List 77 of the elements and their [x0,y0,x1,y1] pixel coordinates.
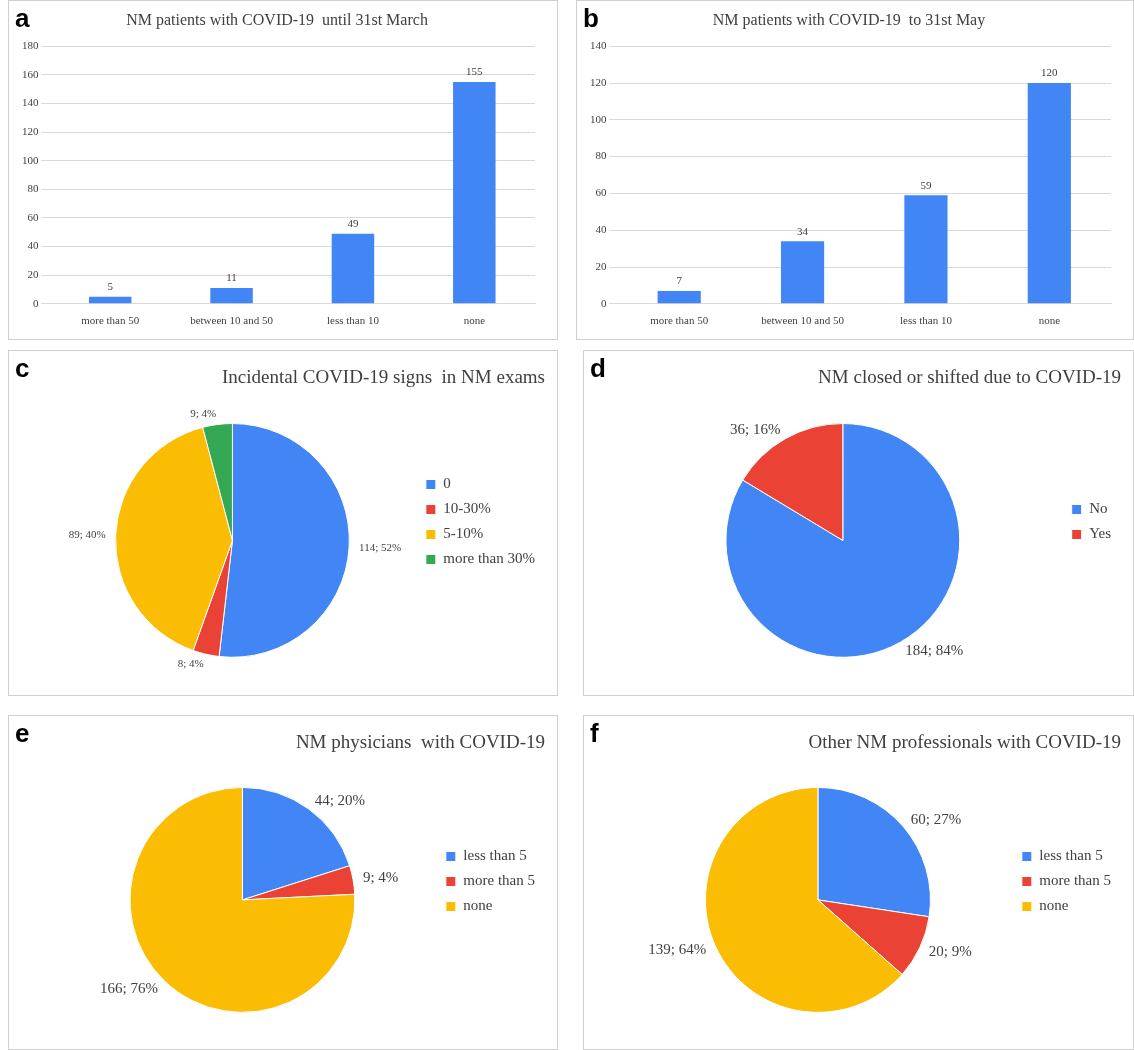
data-label: 9; 4% [362,868,399,885]
y-tick-label: 40 [595,223,607,236]
data-label: 120 [1041,66,1059,79]
x-tick-label: less than 10 [899,314,953,327]
bar [210,288,253,304]
data-label: 184; 84% [905,641,964,658]
data-label: 60; 27% [910,810,962,827]
data-label: 7 [676,274,683,287]
chart-title: NM patients with COVID-19 until 31st March [126,10,428,29]
data-label: 89; 40% [68,527,106,540]
y-tick-label: 160 [22,67,39,80]
x-tick-label: less than 10 [326,314,380,327]
y-tick-label: 100 [590,112,607,125]
data-label: 9; 4% [190,407,217,420]
data-label: 49 [347,217,359,230]
legend-label: none [463,897,493,914]
data-label: 11 [226,271,237,284]
legend-label: more than 5 [1039,872,1112,889]
y-tick-label: 60 [595,186,607,199]
chart-title: NM patients with COVID-19 to 31st May [712,10,986,29]
legend-label: more than 30% [443,550,535,567]
y-tick-label: 180 [22,39,39,52]
y-tick-label: 120 [22,124,39,137]
bar [453,81,496,304]
x-tick-label: none [463,314,486,327]
y-tick-label: 140 [22,96,39,109]
data-label: 166; 76% [100,979,159,996]
bar [904,195,948,304]
data-label: 44; 20% [314,791,366,808]
chart-title: NM physicians with COVID-19 [295,731,545,753]
bar [657,290,701,304]
data-label: 20; 9% [928,942,972,959]
x-tick-label: more than 50 [81,314,140,327]
y-tick-label: 20 [595,259,607,272]
y-tick-label: 100 [22,153,39,166]
legend-label: 0 [443,475,451,492]
y-tick-label: 80 [595,149,607,162]
bar [1027,83,1071,304]
chart-title: NM closed or shifted due to COVID-19 [818,366,1121,388]
data-label: 139; 64% [648,941,707,958]
text: c [15,353,30,384]
data-label: 114; 52% [359,540,402,553]
data-label: 59 [920,178,932,191]
y-tick-label: 80 [27,182,39,195]
chart-title: Other NM professionals with COVID-19 [808,731,1121,753]
legend-label: less than 5 [463,847,527,864]
text: f [590,718,599,749]
y-tick-label: 0 [33,296,39,309]
x-tick-label: between 10 and 50 [761,314,845,327]
x-tick-label: none [1038,314,1061,327]
data-label: 36; 16% [730,420,781,437]
y-tick-label: 120 [590,75,607,88]
data-label: 155 [466,65,484,78]
legend-label: 5-10% [443,525,484,542]
data-label: 34 [797,224,809,237]
text: a [15,3,30,34]
legend-label: none [1039,897,1069,914]
legend-label: Yes [1089,525,1112,542]
x-tick-label: between 10 and 50 [190,314,274,327]
text: e [15,718,30,749]
text: b [583,3,599,34]
legend-label: more than 5 [463,872,536,889]
data-label: 8; 4% [177,656,204,669]
bar [780,241,825,304]
y-tick-label: 40 [27,239,39,252]
legend-label: less than 5 [1039,847,1103,864]
x-tick-label: more than 50 [650,314,709,327]
bar [331,233,375,304]
data-label: 5 [107,280,114,293]
chart-title: Incidental COVID-19 signs in NM exams [222,366,545,388]
legend-label: No [1089,500,1108,517]
y-tick-label: 20 [27,268,39,281]
text: d [590,353,606,384]
legend-label: 10-30% [443,500,491,517]
y-tick-label: 60 [27,210,39,223]
y-tick-label: 140 [590,39,607,52]
y-tick-label: 0 [601,296,607,309]
